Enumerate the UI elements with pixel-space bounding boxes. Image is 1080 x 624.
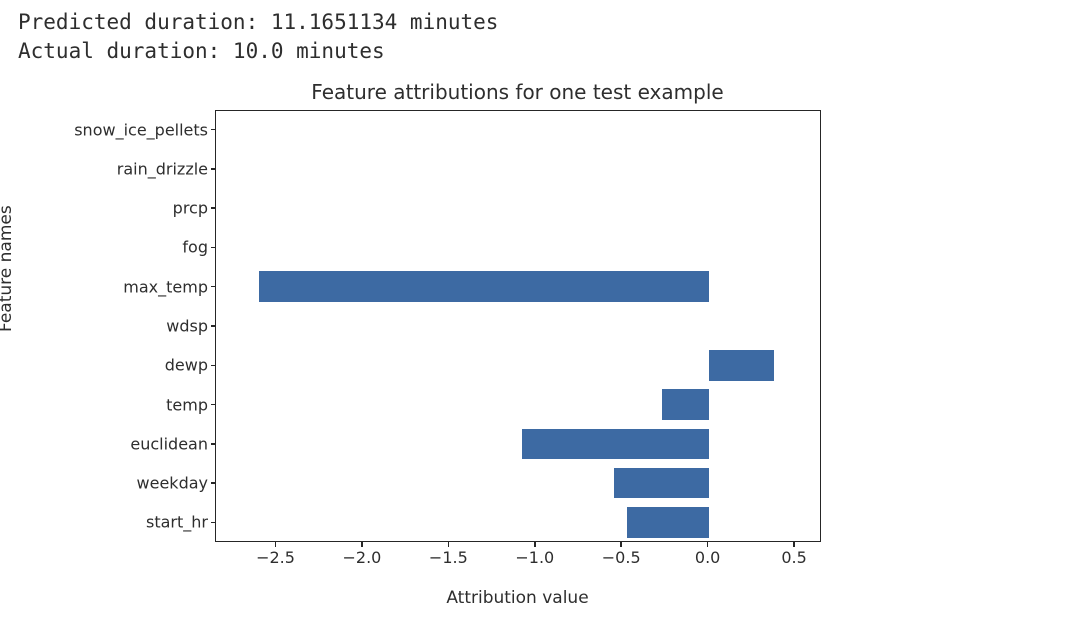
bar bbox=[709, 350, 775, 381]
ytick-label: fog bbox=[182, 238, 208, 257]
x-axis-label: Attribution value bbox=[215, 588, 820, 608]
ytick-mark bbox=[211, 247, 216, 249]
ytick-label: temp bbox=[166, 395, 208, 414]
ytick-mark bbox=[211, 207, 216, 209]
xtick-mark bbox=[534, 542, 536, 547]
xtick-label: 0.0 bbox=[695, 548, 720, 567]
feature-attribution-chart: Feature attributions for one test exampl… bbox=[0, 72, 860, 612]
xtick-mark bbox=[707, 542, 709, 547]
ytick-mark bbox=[211, 129, 216, 131]
xtick-mark bbox=[620, 542, 622, 547]
bar bbox=[662, 389, 709, 420]
plot-area bbox=[215, 110, 820, 542]
xtick-label: 0.5 bbox=[781, 548, 806, 567]
ytick-mark bbox=[211, 443, 216, 445]
ytick-label: weekday bbox=[137, 474, 208, 493]
bar bbox=[259, 271, 708, 302]
xtick-mark bbox=[448, 542, 450, 547]
ytick-mark bbox=[211, 404, 216, 406]
ytick-mark bbox=[211, 482, 216, 484]
xtick-label: −1.5 bbox=[429, 548, 468, 567]
plot-spine-right bbox=[820, 110, 821, 542]
ytick-mark bbox=[211, 522, 216, 524]
bar bbox=[627, 507, 708, 538]
ytick-label: max_temp bbox=[123, 277, 208, 296]
ytick-label: wdsp bbox=[166, 317, 208, 336]
ytick-mark bbox=[211, 168, 216, 170]
ytick-label: snow_ice_pellets bbox=[74, 120, 208, 139]
xtick-mark bbox=[793, 542, 795, 547]
xtick-mark bbox=[361, 542, 363, 547]
actual-line: Actual duration: 10.0 minutes bbox=[18, 39, 385, 63]
xtick-label: −2.0 bbox=[342, 548, 381, 567]
bar bbox=[522, 429, 709, 460]
xtick-label: −0.5 bbox=[602, 548, 641, 567]
predicted-line: Predicted duration: 11.1651134 minutes bbox=[18, 10, 498, 34]
y-axis-label: Feature names bbox=[0, 205, 16, 332]
ytick-label: rain_drizzle bbox=[117, 159, 208, 178]
ytick-label: euclidean bbox=[130, 434, 208, 453]
bar bbox=[614, 468, 709, 499]
ytick-mark bbox=[211, 365, 216, 367]
ytick-label: start_hr bbox=[146, 513, 208, 532]
xtick-mark bbox=[275, 542, 277, 547]
xtick-label: −1.0 bbox=[515, 548, 554, 567]
ytick-label: prcp bbox=[173, 199, 208, 218]
ytick-label: dewp bbox=[165, 356, 208, 375]
ytick-mark bbox=[211, 286, 216, 288]
ytick-mark bbox=[211, 325, 216, 327]
xtick-label: −2.5 bbox=[256, 548, 295, 567]
notebook-output-text: Predicted duration: 11.1651134 minutes A… bbox=[0, 0, 1080, 67]
chart-title: Feature attributions for one test exampl… bbox=[215, 80, 820, 104]
